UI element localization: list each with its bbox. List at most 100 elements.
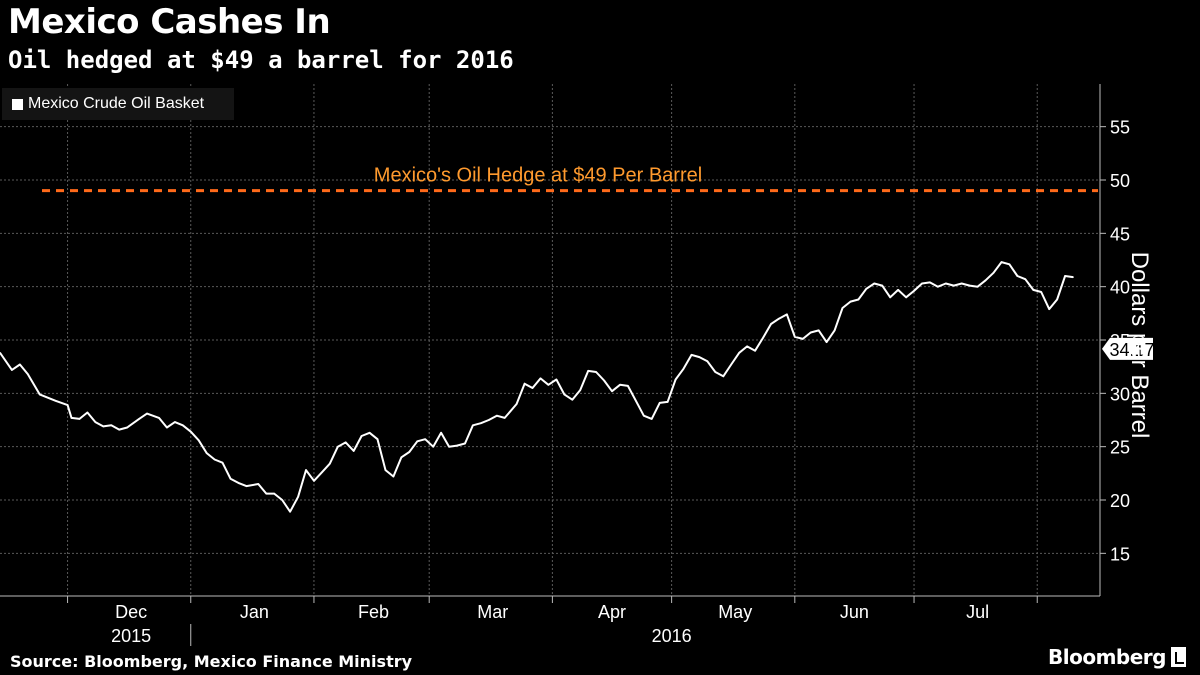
series-point: [158, 417, 160, 419]
series-point: [984, 279, 987, 282]
y-tick-label: 45: [1110, 224, 1130, 244]
series-point: [802, 338, 804, 340]
series-point: [305, 469, 307, 471]
series-point: [587, 370, 589, 372]
series-point: [166, 426, 168, 429]
series-point: [27, 373, 29, 375]
series-point: [841, 307, 844, 309]
y-tick-label: 40: [1110, 278, 1130, 298]
series-point: [384, 469, 387, 471]
series-point: [992, 272, 995, 274]
series-point: [400, 456, 403, 459]
series-point: [619, 384, 621, 386]
series-point: [392, 475, 395, 478]
series-point: [674, 378, 677, 381]
x-month-label: Jul: [966, 602, 989, 622]
series-point: [515, 403, 518, 405]
y-tick-label: 20: [1110, 491, 1130, 511]
series-point: [547, 384, 550, 386]
series-point: [503, 417, 506, 419]
series-point: [472, 424, 474, 427]
series-point: [221, 461, 224, 464]
series-point: [0, 352, 1, 354]
series-point: [531, 387, 534, 389]
series-point: [1064, 275, 1066, 277]
hedge-label: Mexico's Oil Hedge at $49 Per Barrel: [374, 165, 702, 187]
last-value-tag: [1102, 337, 1153, 360]
series-point: [698, 356, 701, 358]
series-point: [722, 375, 725, 378]
series-point: [960, 282, 963, 285]
series-point: [1000, 261, 1003, 263]
series-point: [635, 400, 637, 402]
series-point: [424, 438, 427, 441]
legend-swatch: [12, 98, 23, 110]
series-point: [11, 369, 13, 371]
series-point: [237, 482, 240, 484]
series-point: [825, 341, 828, 343]
series-point: [1008, 263, 1011, 266]
series-point: [611, 390, 613, 393]
axes: 152025303540455055DecJanFebMarAprMayJunJ…: [0, 84, 1155, 646]
series-point: [865, 288, 868, 290]
series-point: [352, 450, 355, 452]
series-point: [714, 371, 717, 373]
last-value-label: 34.17: [1109, 340, 1154, 360]
series-point: [126, 426, 128, 429]
series-point: [329, 462, 331, 465]
series-point: [110, 424, 113, 427]
series-point: [730, 363, 732, 366]
series-lines: [0, 261, 1074, 513]
series-point: [563, 393, 566, 396]
series-point: [1072, 276, 1074, 278]
series-point: [66, 404, 69, 406]
series-point: [921, 282, 923, 285]
series-point: [38, 393, 41, 396]
series-point: [658, 402, 661, 404]
series-point: [968, 284, 971, 287]
legend: Mexico Crude Oil Basket: [2, 88, 234, 120]
series-point: [257, 483, 260, 485]
series-point: [273, 492, 276, 495]
series-point: [448, 445, 450, 448]
series-point: [770, 323, 772, 325]
series-point: [408, 451, 411, 453]
series-point: [809, 331, 812, 334]
series-point: [595, 371, 597, 373]
series-point: [138, 418, 140, 420]
series-point: [555, 378, 558, 381]
series-point: [94, 421, 97, 423]
series-point: [86, 411, 89, 414]
series-point: [897, 289, 899, 291]
bloomberg-mark-icon: [1170, 647, 1186, 667]
series-point: [913, 290, 915, 292]
series-point: [289, 510, 291, 513]
last-value-callout: 34.17: [1102, 337, 1155, 360]
series-point: [229, 477, 232, 480]
series-point: [197, 439, 200, 442]
series-point: [440, 432, 442, 434]
series-point: [945, 282, 947, 285]
x-month-label: Mar: [477, 602, 508, 622]
series-point: [738, 352, 740, 354]
series-point: [1024, 278, 1027, 281]
y-tick-label: 50: [1110, 171, 1130, 191]
series-point: [857, 298, 860, 301]
series-point: [849, 300, 852, 303]
reference-lines: Mexico's Oil Hedge at $49 Per Barrel: [42, 165, 1098, 193]
x-month-label: May: [718, 602, 752, 622]
series-point: [78, 418, 81, 420]
series-point: [416, 440, 419, 443]
series-point: [297, 496, 299, 498]
grid-lines: [0, 84, 1100, 596]
series-point: [643, 414, 645, 417]
series-point: [456, 444, 458, 447]
series-point: [786, 313, 788, 316]
x-year-label: 2015: [111, 626, 151, 646]
logo-text: Bloomberg: [1048, 645, 1166, 669]
series-point: [746, 345, 748, 348]
series-point: [1032, 289, 1035, 291]
series-point: [376, 438, 379, 441]
series-point: [174, 421, 176, 423]
